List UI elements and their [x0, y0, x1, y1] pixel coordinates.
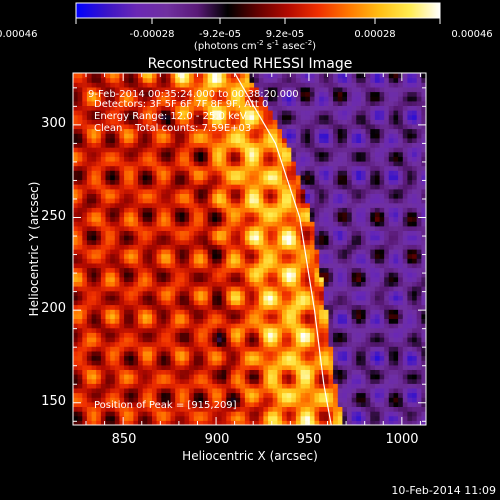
- chart-title: Reconstructed RHESSI Image: [148, 56, 353, 72]
- plot-frame: [72, 72, 427, 426]
- colorbar-tick-label: -9.2e-05: [199, 29, 241, 40]
- solar-limb-curve: [234, 73, 332, 425]
- x-tick-label: 850: [112, 432, 137, 447]
- energy-range-annotation: Energy Range: 12.0 - 25.0 keV: [94, 111, 247, 122]
- y-tick-label: 250: [41, 209, 66, 224]
- detectors-annotation: Detectors: 3F 5F 6F 7F 8F 9F, Att 0: [94, 99, 268, 110]
- x-axis-label: Heliocentric X (arcsec): [182, 449, 318, 463]
- axis-ticks: [73, 73, 426, 425]
- heatmap-image: [73, 73, 426, 425]
- x-tick-label: 950: [297, 432, 322, 447]
- x-tick-label: 900: [205, 432, 230, 447]
- generation-timestamp: 10-Feb-2014 11:09: [391, 484, 496, 497]
- x-tick-label: 1000: [385, 432, 418, 447]
- y-tick-label: 300: [41, 116, 66, 131]
- colorbar-tick-label: 9.2e-05: [266, 29, 304, 40]
- clean-counts-annotation: Clean Total counts: 7.59E+03: [94, 123, 251, 134]
- y-tick-label: 200: [41, 301, 66, 316]
- colorbar-tick-label: 0.00046: [451, 29, 492, 40]
- colorbar-tick-label: -0.00028: [130, 29, 175, 40]
- colorbar-tick-label: 0.00028: [354, 29, 395, 40]
- colorbar-unit-label: (photons cm-2 s-1 asec-2): [194, 39, 316, 52]
- time-range-annotation: 9-Feb-2014 00:35:24.000 to 00:38:20.000: [88, 89, 299, 100]
- colorbar: [75, 2, 441, 19]
- colorbar-tick-labels: -0.00046 -0.00028 -9.2e-05 9.2e-05 0.000…: [0, 29, 493, 40]
- colorbar-tick-label: -0.00046: [0, 29, 37, 40]
- peak-position-annotation: Position of Peak = [915,209]: [94, 400, 237, 411]
- y-axis-label: Heliocentric Y (arcsec): [27, 182, 41, 317]
- colorbar-ticks: [75, 18, 441, 24]
- y-tick-label: 150: [41, 394, 66, 409]
